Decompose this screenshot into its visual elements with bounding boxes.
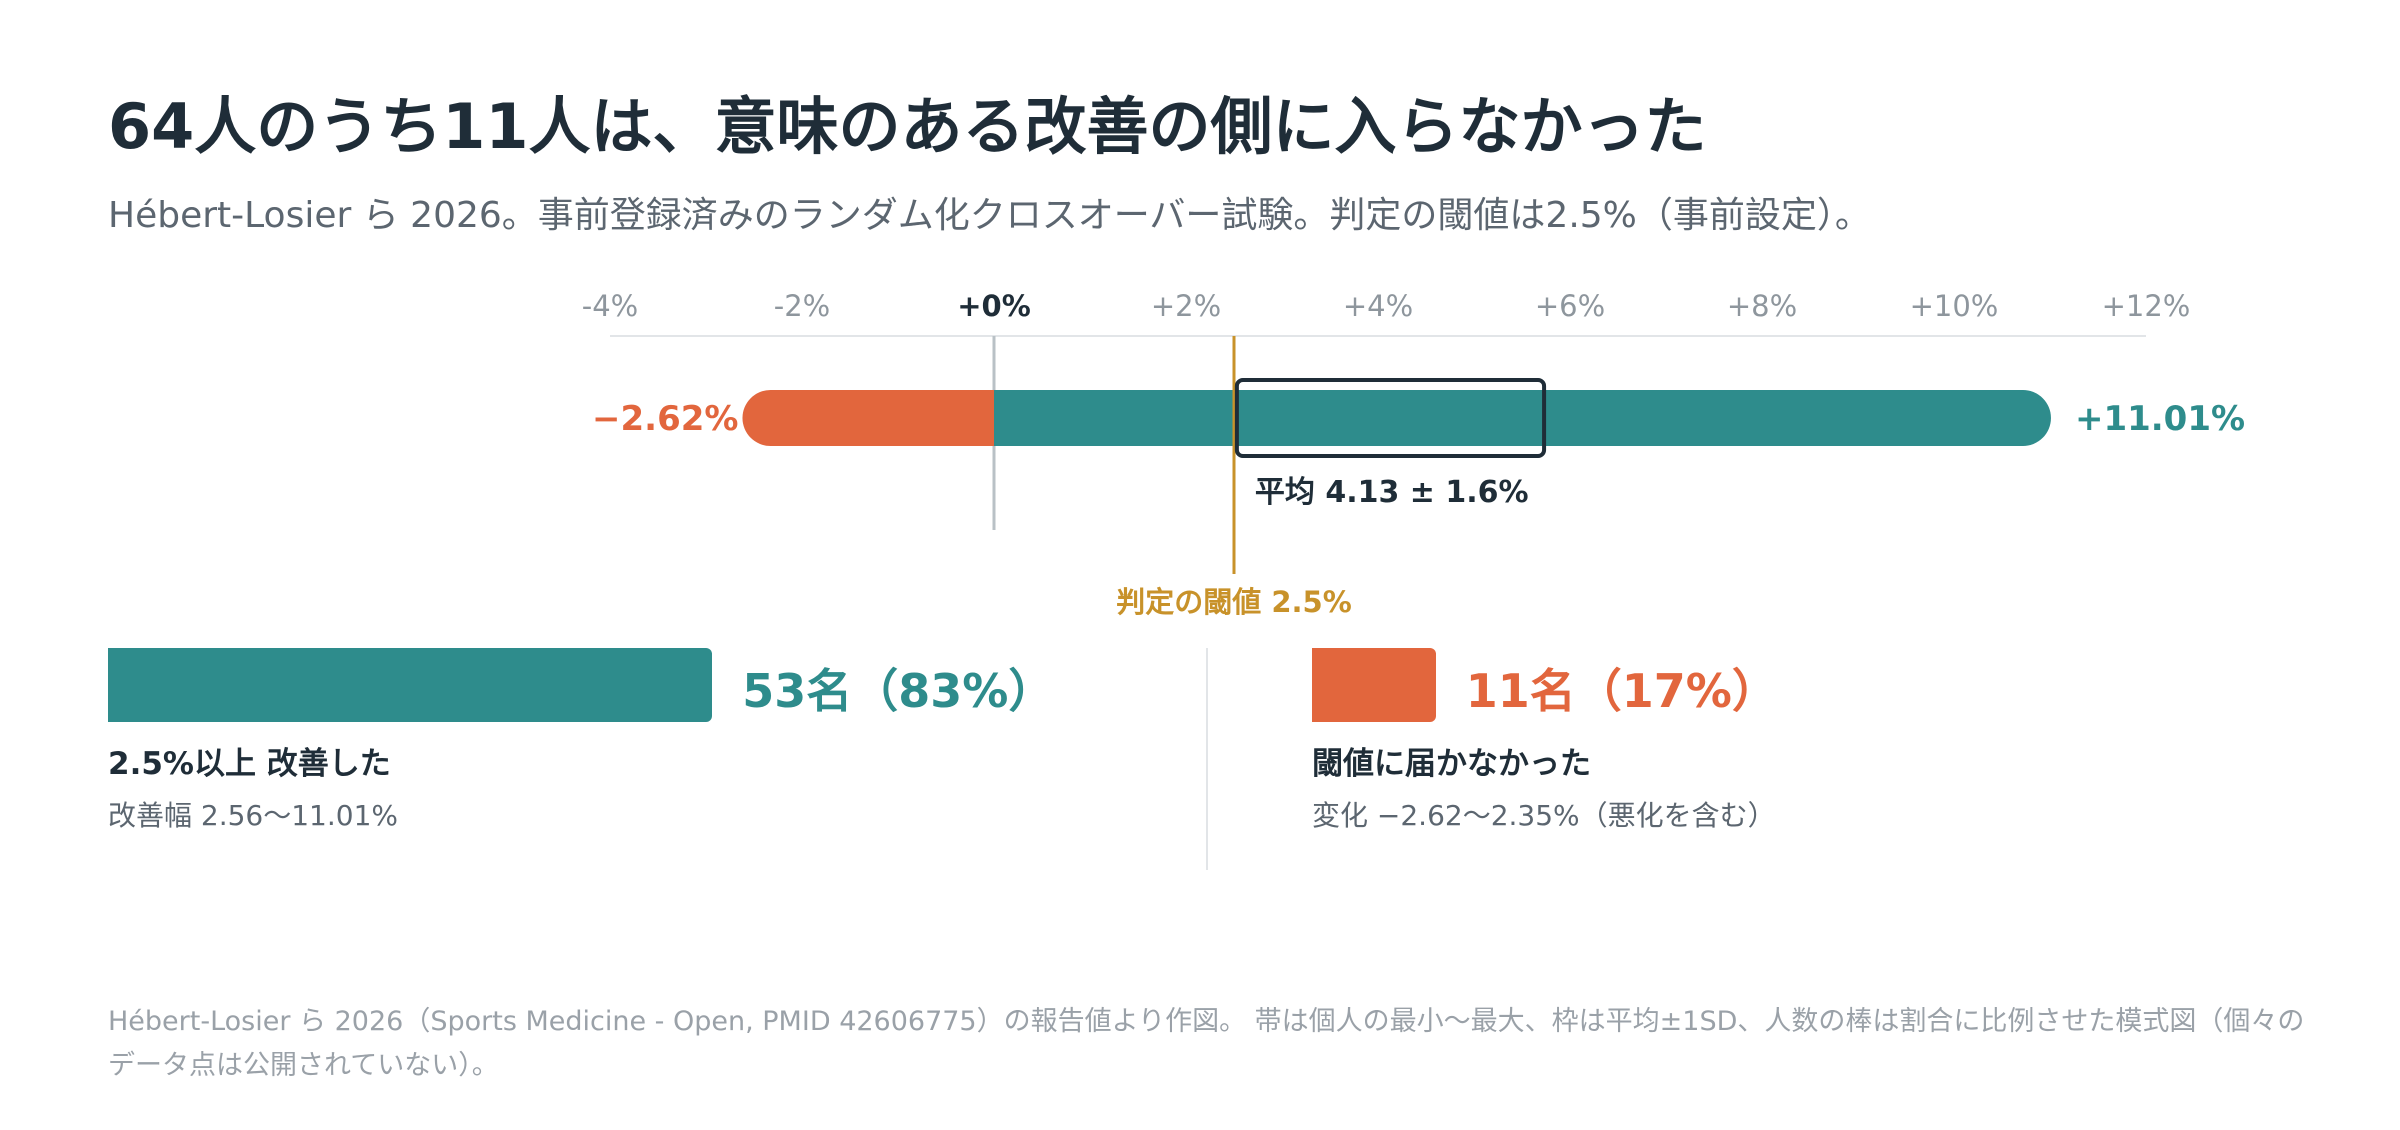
mean-sd-box bbox=[1234, 378, 1547, 458]
x-tick-label: -2% bbox=[774, 289, 830, 323]
improved-group-detail: 改善幅 2.56〜11.01% bbox=[108, 799, 399, 832]
improved-group-label: 2.5%以上 改善した bbox=[108, 746, 391, 782]
x-tick-label: +6% bbox=[1535, 289, 1605, 323]
threshold-label: 判定の閾値 2.5% bbox=[1116, 585, 1352, 619]
x-tick-label: +4% bbox=[1343, 289, 1413, 323]
footnote: Hébert-Losier ら 2026（Sports Medicine - O… bbox=[108, 1006, 2305, 1081]
improved-count-bar bbox=[108, 648, 713, 722]
group-divider bbox=[1206, 648, 1208, 870]
not-improved-group-label: 閾値に届かなかった bbox=[1312, 746, 1591, 782]
range-min-label: −2.62% bbox=[592, 399, 738, 439]
mean-label: 平均 4.13 ± 1.6% bbox=[1255, 475, 1529, 510]
x-tick-label: +0% bbox=[957, 289, 1031, 323]
range-chart: -4% -2% +0% +2% +4% +6% +8% +10% +12% −2.62% +11… bbox=[582, 289, 2245, 619]
not-improved-count-bar bbox=[1312, 648, 1436, 722]
x-tick-label: +10% bbox=[1910, 289, 1999, 323]
x-tick-label: -4% bbox=[582, 289, 638, 323]
range-bar-positive bbox=[994, 390, 2051, 446]
not-improved-group-detail: 変化 −2.62〜2.35%（悪化を含む） bbox=[1312, 799, 1776, 832]
not-improved-count-value: 11名（17%） bbox=[1465, 664, 1778, 718]
range-bar-negative bbox=[742, 390, 994, 446]
chart-title: 64人のうち11人は、意味のある改善の側に入らなかった bbox=[108, 90, 1707, 163]
improved-count-value: 53名（83%） bbox=[742, 664, 1055, 718]
x-tick-label: +2% bbox=[1151, 289, 1221, 323]
chart-subtitle: Hébert-Losier ら 2026。事前登録済みのランダム化クロスオーバー… bbox=[108, 195, 1871, 236]
x-tick-label: +8% bbox=[1727, 289, 1797, 323]
x-axis-ticks: -4% -2% +0% +2% +4% +6% +8% +10% +12% bbox=[582, 289, 2191, 323]
range-max-label: +11.01% bbox=[2075, 399, 2245, 439]
x-tick-label: +12% bbox=[2102, 289, 2191, 323]
